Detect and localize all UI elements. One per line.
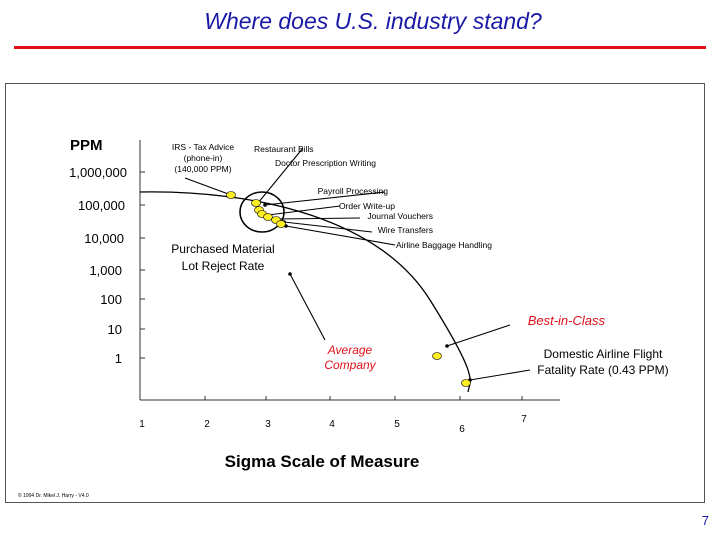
y-tick-label: 10 — [108, 322, 122, 337]
annotation-line: Best-in-Class — [528, 313, 606, 328]
annotation-line: Lot Reject Rate — [182, 259, 265, 273]
annotation-label: Journal Vouchers — [367, 211, 433, 221]
annotation-label: Order Write-up — [339, 201, 395, 211]
y-tick-label: 10,000 — [84, 231, 124, 246]
marker-layer — [226, 191, 471, 387]
pointer-line — [264, 191, 386, 206]
y-tick-label: 100 — [100, 292, 122, 307]
pointer-line — [285, 225, 396, 246]
annotation-line: Wire Transfers — [378, 225, 433, 235]
data-point-marker — [226, 191, 236, 199]
pointer-line — [257, 147, 304, 204]
annotation-label: Domestic Airline Flight Fatality Rate (0.… — [537, 347, 668, 377]
airline-fatality-marker — [461, 379, 471, 387]
annotation-line: Company — [324, 358, 376, 372]
annotation-line: (140,000 PPM) — [174, 164, 231, 174]
annotation-line: Doctor Prescription Writing — [275, 158, 376, 168]
annotation-line: Airline Baggage Handling — [396, 240, 492, 250]
pointer-line — [277, 217, 361, 220]
copyright-notice: © 1994 Dr. Mikel J. Harry - V4.0 — [18, 493, 89, 499]
cluster-circle — [239, 191, 285, 233]
x-tick-label: 7 — [521, 414, 527, 425]
annotation-label: Purchased Material Lot Reject Rate — [171, 242, 274, 273]
y-tick-label: 100,000 — [78, 198, 125, 213]
y-tick-label: 1,000,000 — [69, 165, 127, 180]
y-tick-label: 1,000 — [89, 263, 122, 278]
data-point-marker — [263, 213, 273, 221]
x-tick-label: 3 — [265, 419, 271, 430]
data-point-marker — [251, 199, 261, 207]
best-in-class-marker — [432, 352, 442, 360]
y-tick-label: 1 — [115, 351, 122, 366]
pointer-line — [283, 221, 373, 233]
pointer-line — [184, 177, 232, 196]
annotation-line: Restaurant Bills — [254, 144, 314, 154]
x-tick-label: 5 — [394, 419, 400, 430]
page-number: 7 — [701, 513, 709, 528]
x-tick-label: 1 — [139, 419, 145, 430]
pointer-head — [288, 272, 292, 276]
data-point-marker — [276, 220, 286, 228]
pointer-line — [267, 205, 341, 216]
sigma-curve — [139, 191, 471, 393]
annotation-line: Average — [327, 343, 373, 357]
x-tick-label: 4 — [329, 419, 335, 430]
x-tick-label: 6 — [459, 424, 465, 435]
annotation-line: Domestic Airline Flight — [544, 347, 663, 361]
x-tick-label: 2 — [204, 419, 210, 430]
annotation-label: Restaurant Bills — [254, 144, 314, 154]
annotation-label: Airline Baggage Handling — [396, 240, 492, 250]
pointer-line — [469, 369, 531, 381]
pointer-line — [446, 324, 511, 347]
annotation-label: Doctor Prescription Writing — [275, 158, 376, 168]
annotation-line: (phone-in) — [184, 153, 223, 163]
y-axis-title: PPM — [70, 137, 103, 154]
annotation-line: IRS - Tax Advice — [172, 142, 234, 152]
slide-title: Where does U.S. industry stand? — [204, 8, 542, 34]
annotation-label: Wire Transfers — [378, 225, 433, 235]
label-layer: IRS - Tax Advice(phone-in)(140,000 PPM) R… — [171, 142, 668, 377]
curve-layer — [139, 191, 471, 393]
annotation-line: Purchased Material — [171, 242, 274, 256]
pointer-head — [445, 344, 449, 348]
pointer-head — [263, 203, 267, 207]
annotation-label: IRS - Tax Advice(phone-in)(140,000 PPM) — [172, 142, 234, 174]
annotation-line: Payroll Processing — [318, 186, 389, 196]
annotation-line: Fatality Rate (0.43 PPM) — [537, 363, 668, 377]
annotation-label: Payroll Processing — [318, 186, 389, 196]
pointer-line — [289, 273, 326, 341]
annotation-line: Order Write-up — [339, 201, 395, 211]
annotation-line: Journal Vouchers — [367, 211, 433, 221]
title-rule — [14, 46, 706, 49]
annotation-label: Best-in-Class — [528, 313, 606, 328]
axes-layer: 1,000,000 100,000 10,000 1,000 100 10 1 PPM 1 2 3 4… — [69, 137, 560, 471]
x-axis-title: Sigma Scale of Measure — [225, 452, 420, 471]
chart-frame — [5, 83, 705, 503]
